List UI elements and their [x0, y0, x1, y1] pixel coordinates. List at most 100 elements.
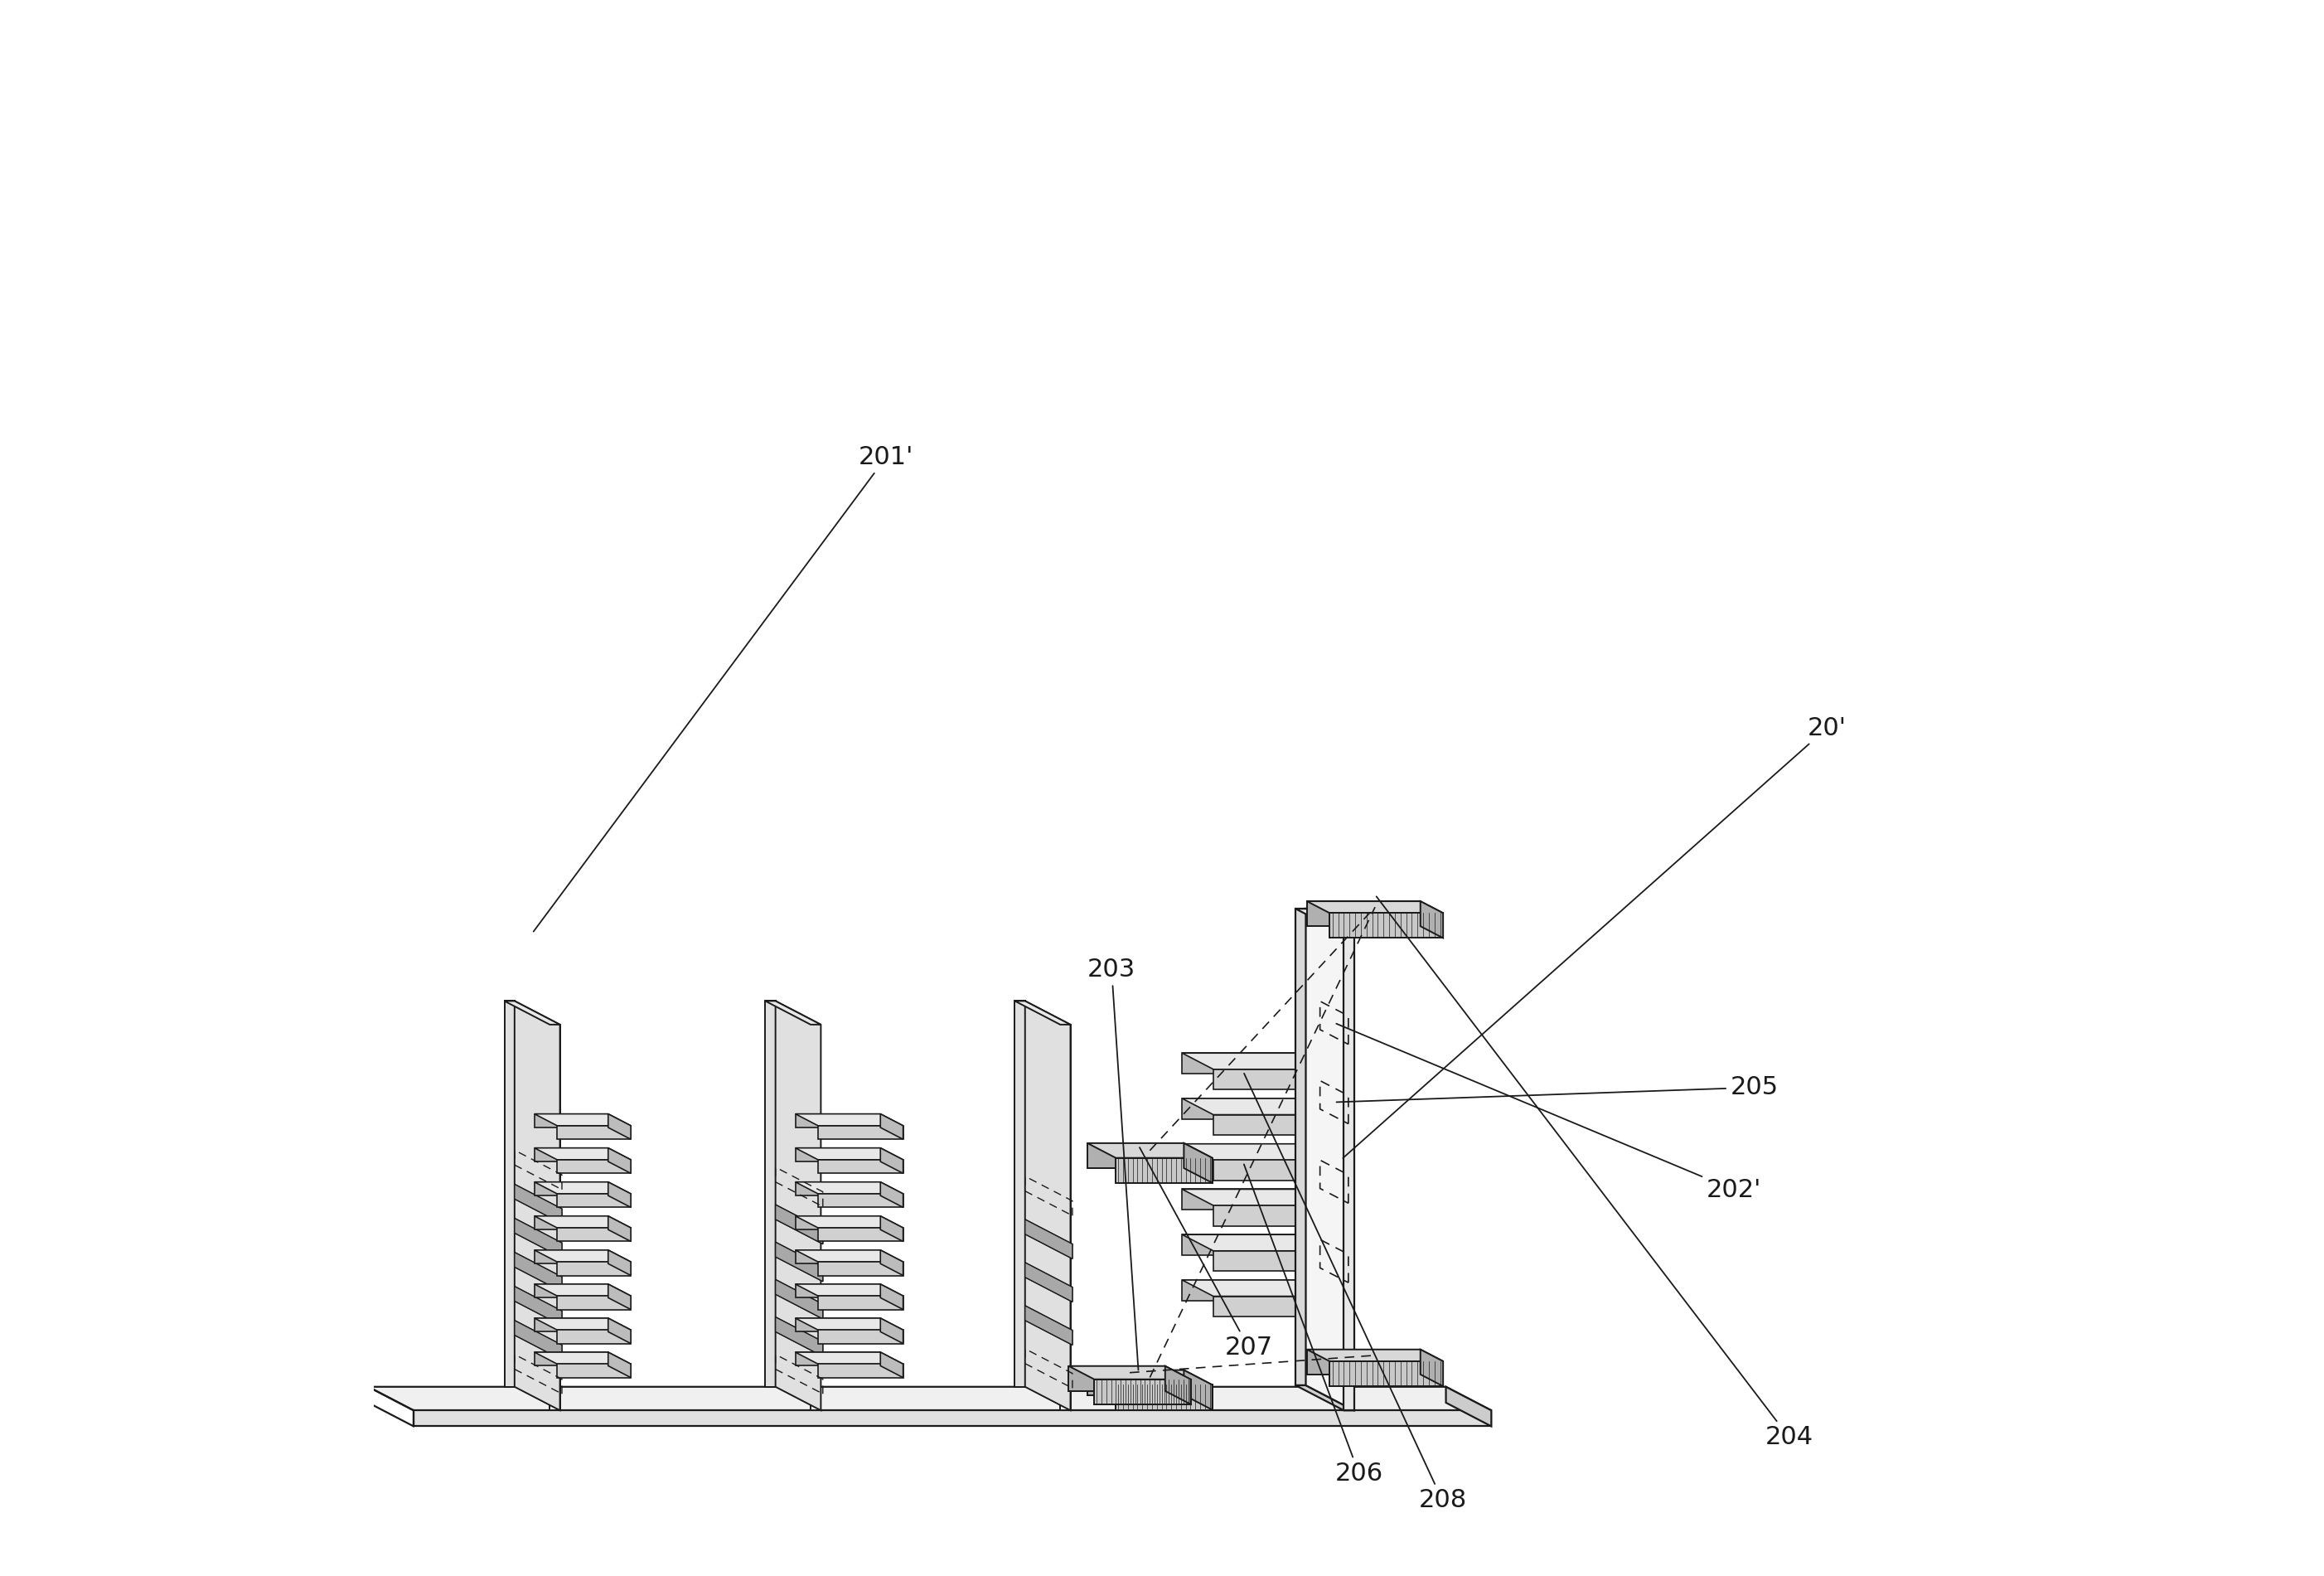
- Polygon shape: [776, 1242, 823, 1281]
- Polygon shape: [795, 1284, 904, 1295]
- Polygon shape: [776, 1204, 823, 1243]
- Polygon shape: [1306, 1349, 1420, 1374]
- Polygon shape: [1116, 1385, 1213, 1411]
- Polygon shape: [776, 1318, 823, 1357]
- Polygon shape: [367, 1387, 1492, 1411]
- Polygon shape: [776, 1280, 823, 1319]
- Polygon shape: [1294, 1385, 1355, 1411]
- Polygon shape: [795, 1217, 904, 1228]
- Polygon shape: [1025, 1220, 1071, 1259]
- Polygon shape: [1183, 1053, 1339, 1069]
- Polygon shape: [1025, 1262, 1071, 1302]
- Polygon shape: [1069, 1366, 1164, 1392]
- Polygon shape: [558, 1228, 630, 1242]
- Text: 202': 202': [1336, 1024, 1762, 1202]
- Polygon shape: [818, 1160, 904, 1174]
- Polygon shape: [795, 1284, 881, 1297]
- Polygon shape: [558, 1330, 630, 1344]
- Polygon shape: [535, 1250, 630, 1262]
- Polygon shape: [535, 1284, 630, 1295]
- Polygon shape: [1183, 1234, 1339, 1251]
- Text: 205: 205: [1336, 1075, 1778, 1102]
- Polygon shape: [558, 1363, 630, 1377]
- Polygon shape: [1420, 901, 1443, 938]
- Text: 204: 204: [1376, 897, 1813, 1450]
- Polygon shape: [1025, 1001, 1071, 1411]
- Polygon shape: [1306, 1053, 1339, 1089]
- Polygon shape: [535, 1284, 609, 1297]
- Polygon shape: [1164, 1366, 1190, 1404]
- Polygon shape: [1306, 1234, 1339, 1272]
- Polygon shape: [776, 1001, 820, 1411]
- Polygon shape: [1306, 1144, 1339, 1180]
- Polygon shape: [1016, 1001, 1025, 1387]
- Polygon shape: [765, 1001, 820, 1024]
- Polygon shape: [818, 1363, 904, 1377]
- Polygon shape: [514, 1321, 562, 1360]
- Polygon shape: [514, 1286, 562, 1325]
- Polygon shape: [609, 1318, 630, 1344]
- Text: 206: 206: [1243, 1165, 1383, 1486]
- Polygon shape: [514, 1253, 562, 1292]
- Polygon shape: [535, 1182, 630, 1193]
- Polygon shape: [609, 1114, 630, 1139]
- Polygon shape: [881, 1114, 904, 1139]
- Polygon shape: [1183, 1190, 1339, 1206]
- Polygon shape: [1060, 1024, 1071, 1411]
- Polygon shape: [1025, 1305, 1071, 1344]
- Polygon shape: [881, 1318, 904, 1344]
- Polygon shape: [558, 1125, 630, 1139]
- Polygon shape: [1446, 1387, 1492, 1426]
- Polygon shape: [535, 1147, 609, 1162]
- Polygon shape: [1306, 1098, 1339, 1135]
- Polygon shape: [535, 1250, 609, 1264]
- Polygon shape: [795, 1352, 881, 1366]
- Polygon shape: [609, 1217, 630, 1242]
- Polygon shape: [609, 1352, 630, 1377]
- Polygon shape: [765, 1001, 776, 1387]
- Polygon shape: [1213, 1114, 1339, 1135]
- Polygon shape: [514, 1218, 562, 1258]
- Polygon shape: [1294, 909, 1355, 935]
- Polygon shape: [514, 1253, 562, 1292]
- Polygon shape: [1025, 1262, 1071, 1302]
- Polygon shape: [1183, 1280, 1306, 1300]
- Polygon shape: [535, 1217, 609, 1229]
- Polygon shape: [1088, 1143, 1213, 1158]
- Polygon shape: [881, 1182, 904, 1207]
- Polygon shape: [1069, 1366, 1190, 1379]
- Polygon shape: [514, 1184, 562, 1223]
- Polygon shape: [795, 1114, 881, 1127]
- Text: 208: 208: [1243, 1073, 1466, 1513]
- Polygon shape: [535, 1352, 609, 1366]
- Polygon shape: [1213, 1251, 1339, 1272]
- Polygon shape: [795, 1147, 881, 1162]
- Polygon shape: [1183, 1234, 1306, 1254]
- Polygon shape: [1183, 1370, 1213, 1411]
- Polygon shape: [1183, 1280, 1339, 1295]
- Polygon shape: [609, 1182, 630, 1207]
- Polygon shape: [609, 1147, 630, 1174]
- Polygon shape: [1183, 1053, 1306, 1073]
- Polygon shape: [558, 1160, 630, 1174]
- Polygon shape: [818, 1125, 904, 1139]
- Polygon shape: [1183, 1144, 1339, 1160]
- Text: 201': 201': [535, 444, 913, 931]
- Polygon shape: [795, 1318, 881, 1332]
- Polygon shape: [535, 1318, 609, 1332]
- Polygon shape: [1088, 1370, 1183, 1395]
- Polygon shape: [795, 1250, 881, 1264]
- Polygon shape: [1183, 1098, 1306, 1119]
- Polygon shape: [535, 1182, 609, 1196]
- Polygon shape: [795, 1352, 904, 1363]
- Polygon shape: [795, 1114, 904, 1125]
- Polygon shape: [1294, 909, 1306, 1385]
- Polygon shape: [1183, 1098, 1339, 1114]
- Polygon shape: [1213, 1206, 1339, 1226]
- Polygon shape: [795, 1217, 881, 1229]
- Polygon shape: [776, 1242, 823, 1281]
- Polygon shape: [881, 1217, 904, 1242]
- Polygon shape: [414, 1411, 1492, 1426]
- Polygon shape: [558, 1193, 630, 1207]
- Polygon shape: [514, 1286, 562, 1325]
